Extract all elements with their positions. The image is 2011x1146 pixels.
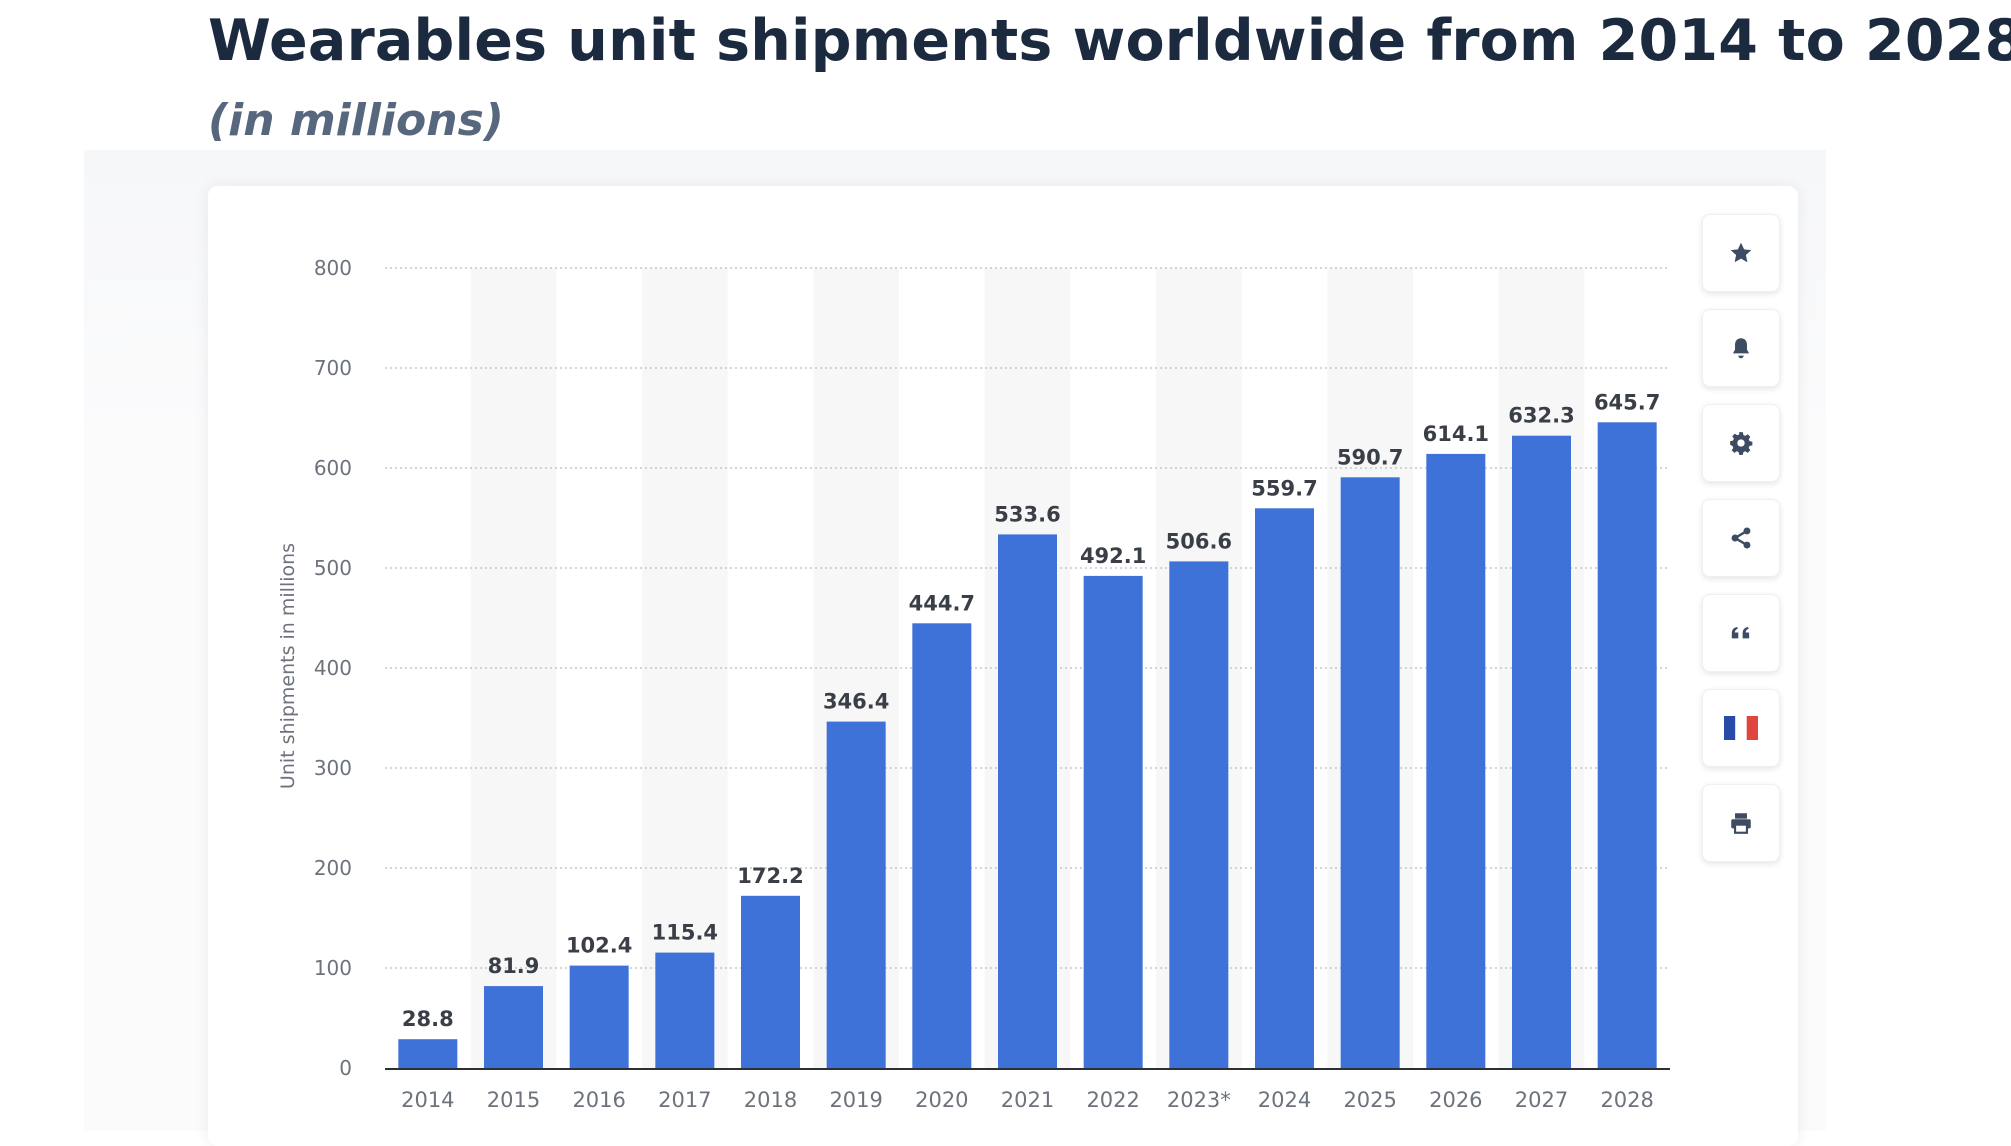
y-tick-label: 700 bbox=[314, 356, 352, 380]
printer-icon bbox=[1731, 813, 1751, 834]
y-tick-label: 0 bbox=[339, 1056, 352, 1080]
chart-toolbar bbox=[1702, 214, 1780, 879]
y-axis-ticks: 0 100 200 300 400 500 600 700 800 bbox=[314, 256, 352, 1080]
chart-title: Wearables unit shipments worldwide from … bbox=[208, 8, 2011, 74]
x-tick-label: 2014 bbox=[401, 1088, 454, 1112]
bars bbox=[398, 422, 1657, 1068]
column-stripe bbox=[642, 268, 728, 1068]
x-axis-ticks: 2014 2015 2016 2017 2018 2019 2020 2021 2022 2023… bbox=[401, 1088, 1654, 1112]
bar[interactable] bbox=[655, 952, 715, 1068]
data-label: 533.6 bbox=[994, 502, 1060, 526]
data-label: 346.4 bbox=[823, 690, 889, 714]
french-flag-icon bbox=[1724, 716, 1758, 740]
bar[interactable] bbox=[741, 895, 800, 1068]
favorite-button[interactable] bbox=[1702, 214, 1780, 292]
x-tick-label: 2021 bbox=[1001, 1088, 1054, 1112]
x-tick-label: 2015 bbox=[487, 1088, 540, 1112]
bar[interactable] bbox=[1083, 575, 1143, 1068]
x-tick-label: 2023* bbox=[1167, 1088, 1231, 1112]
bar[interactable] bbox=[912, 623, 972, 1068]
bar[interactable] bbox=[1255, 508, 1314, 1068]
data-label: 590.7 bbox=[1337, 445, 1403, 469]
data-label: 559.7 bbox=[1251, 476, 1317, 500]
y-tick-label: 300 bbox=[314, 756, 352, 780]
notification-button[interactable] bbox=[1702, 309, 1780, 387]
y-tick-label: 400 bbox=[314, 656, 352, 680]
bar[interactable] bbox=[1597, 422, 1657, 1068]
star-icon bbox=[1730, 242, 1752, 263]
x-tick-label: 2019 bbox=[829, 1088, 882, 1112]
x-tick-label: 2020 bbox=[915, 1088, 968, 1112]
data-label: 28.8 bbox=[402, 1007, 454, 1031]
data-label: 645.7 bbox=[1594, 390, 1660, 414]
data-label: 506.6 bbox=[1166, 529, 1232, 553]
bar[interactable] bbox=[1169, 561, 1229, 1068]
data-labels: 28.8 81.9 102.4 115.4 172.2 346.4 444.7 533.6 49… bbox=[402, 390, 1660, 1031]
bar[interactable] bbox=[569, 965, 629, 1068]
y-axis-label: Unit shipments in millions bbox=[277, 543, 299, 789]
x-tick-label: 2024 bbox=[1258, 1088, 1311, 1112]
share-button[interactable] bbox=[1702, 499, 1780, 577]
data-label: 492.1 bbox=[1080, 544, 1146, 568]
data-label: 632.3 bbox=[1508, 404, 1574, 428]
x-tick-label: 2025 bbox=[1343, 1088, 1396, 1112]
bar[interactable] bbox=[826, 721, 886, 1068]
share-icon bbox=[1731, 527, 1751, 549]
bar[interactable] bbox=[398, 1039, 458, 1068]
y-tick-label: 600 bbox=[314, 456, 352, 480]
settings-button[interactable] bbox=[1702, 404, 1780, 482]
data-label: 444.7 bbox=[909, 591, 975, 615]
x-tick-label: 2018 bbox=[744, 1088, 797, 1112]
language-button[interactable] bbox=[1702, 689, 1780, 767]
quote-icon bbox=[1731, 627, 1750, 639]
x-tick-label: 2016 bbox=[572, 1088, 625, 1112]
y-tick-label: 100 bbox=[314, 956, 352, 980]
x-tick-label: 2028 bbox=[1600, 1088, 1653, 1112]
y-tick-label: 200 bbox=[314, 856, 352, 880]
bar[interactable] bbox=[998, 534, 1057, 1068]
data-label: 172.2 bbox=[737, 864, 803, 888]
x-tick-label: 2026 bbox=[1429, 1088, 1482, 1112]
gear-icon bbox=[1730, 432, 1753, 455]
x-tick-label: 2017 bbox=[658, 1088, 711, 1112]
y-tick-label: 500 bbox=[314, 556, 352, 580]
data-label: 115.4 bbox=[652, 921, 718, 945]
bar[interactable] bbox=[1340, 477, 1400, 1068]
print-button[interactable] bbox=[1702, 784, 1780, 862]
bell-icon bbox=[1732, 338, 1750, 359]
bar[interactable] bbox=[1512, 435, 1571, 1068]
y-tick-label: 800 bbox=[314, 256, 352, 280]
chart-subtitle: (in millions) bbox=[208, 95, 504, 146]
data-label: 614.1 bbox=[1423, 422, 1489, 446]
column-stripe bbox=[470, 268, 557, 1068]
x-tick-label: 2027 bbox=[1515, 1088, 1568, 1112]
cite-button[interactable] bbox=[1702, 594, 1780, 672]
data-label: 81.9 bbox=[488, 954, 540, 978]
x-tick-label: 2022 bbox=[1086, 1088, 1139, 1112]
data-label: 102.4 bbox=[566, 934, 632, 958]
bar[interactable] bbox=[484, 986, 543, 1068]
bar[interactable] bbox=[1426, 453, 1486, 1068]
